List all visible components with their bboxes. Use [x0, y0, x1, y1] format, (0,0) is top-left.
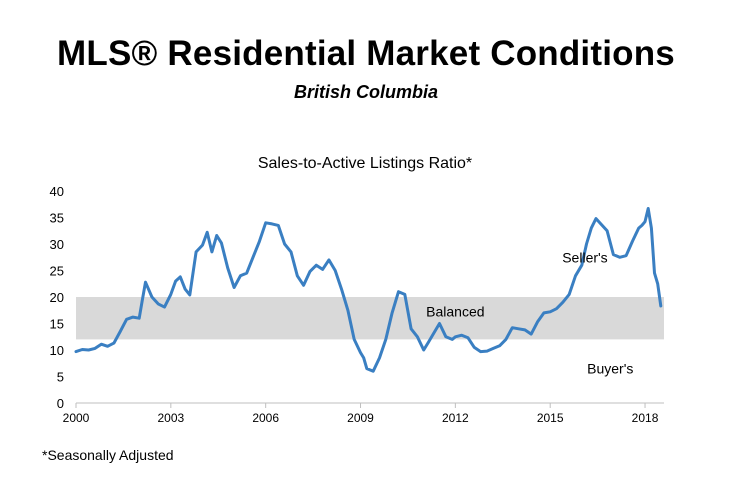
page-title: MLS® Residential Market Conditions [57, 34, 675, 73]
y-tick-label: 35 [50, 211, 64, 226]
y-tick-label: 40 [50, 184, 64, 199]
balanced-band-rect [76, 297, 664, 340]
annotation-label: Seller's [562, 249, 607, 265]
balanced-band [76, 297, 664, 340]
axes: 0 5 10 15 20 25 30 35 40 2000 2003 2006 2009 2012 2015… [50, 184, 664, 425]
y-tick-label: 20 [50, 290, 64, 305]
y-tick-label: 5 [57, 370, 64, 385]
annotation-label: Balanced [426, 303, 484, 319]
annotations: Seller's Balanced Buyer's [426, 249, 633, 376]
x-tick-label: 2000 [63, 411, 90, 425]
y-tick-label: 0 [57, 396, 64, 411]
annotation-label: Buyer's [587, 361, 633, 377]
x-tick-label: 2006 [252, 411, 279, 425]
x-tick-label: 2012 [442, 411, 469, 425]
chart-title: Sales-to-Active Listings Ratio* [258, 155, 472, 172]
x-tick-label: 2003 [157, 411, 184, 425]
x-tick-label: 2015 [537, 411, 564, 425]
x-tick-label: 2018 [632, 411, 659, 425]
y-tick-label: 10 [50, 343, 64, 358]
y-tick-label: 15 [50, 317, 64, 332]
x-tick-label: 2009 [347, 411, 374, 425]
footnote: *Seasonally Adjusted [42, 447, 174, 463]
series-layer [74, 207, 663, 373]
y-tick-label: 25 [50, 264, 64, 279]
y-tick-label: 30 [50, 237, 64, 252]
series-line-0 [74, 207, 663, 373]
page-subtitle: British Columbia [293, 82, 438, 102]
